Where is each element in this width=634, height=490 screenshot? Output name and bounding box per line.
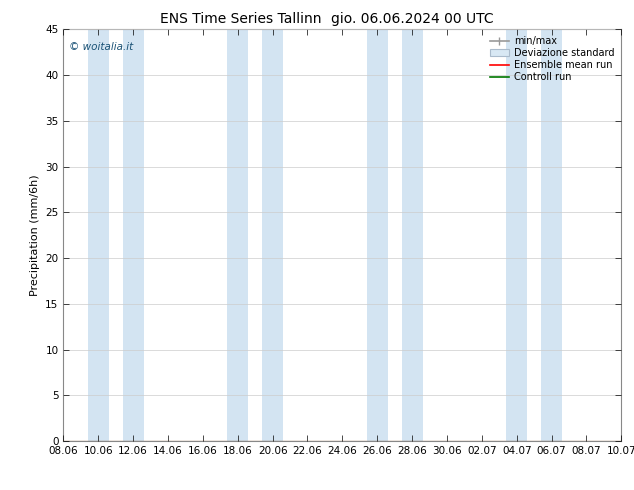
Bar <box>402 29 422 441</box>
Text: © woitalia.it: © woitalia.it <box>69 42 133 52</box>
Bar <box>366 29 388 441</box>
Bar <box>123 29 143 441</box>
Bar <box>541 29 562 441</box>
Bar <box>227 29 248 441</box>
Bar <box>87 29 109 441</box>
Text: gio. 06.06.2024 00 UTC: gio. 06.06.2024 00 UTC <box>331 12 493 26</box>
Legend: min/max, Deviazione standard, Ensemble mean run, Controll run: min/max, Deviazione standard, Ensemble m… <box>488 34 616 84</box>
Text: ENS Time Series Tallinn: ENS Time Series Tallinn <box>160 12 321 26</box>
Y-axis label: Precipitation (mm/6h): Precipitation (mm/6h) <box>30 174 40 296</box>
Bar <box>621 29 634 441</box>
Bar <box>506 29 527 441</box>
Bar <box>262 29 283 441</box>
